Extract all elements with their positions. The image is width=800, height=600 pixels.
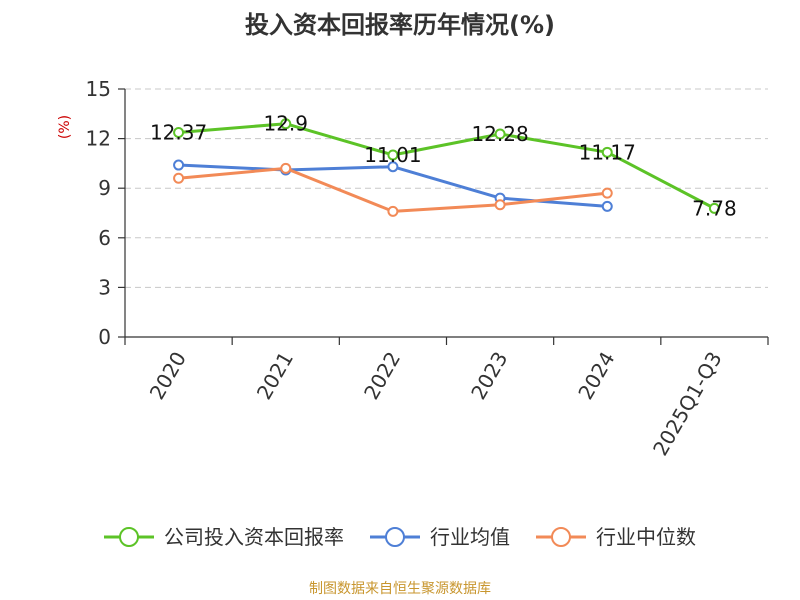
legend-marker-2 <box>551 527 571 547</box>
y-tick-label: 9 <box>98 176 111 200</box>
grid-lines <box>125 88 768 288</box>
data-label: 12.9 <box>263 112 308 136</box>
data-point-series-2-2[interactable] <box>387 205 399 217</box>
y-tick-label: 3 <box>98 275 111 299</box>
y-tick-label: 6 <box>98 226 111 250</box>
legend-label-0: 公司投入资本回报率 <box>164 525 344 549</box>
data-labels: 12.37 12.9 11.01 12.28 11.17 7.78 <box>150 112 737 221</box>
chart-title: 投入资本回报率历年情况(%) <box>245 11 555 39</box>
data-point-series-2-1[interactable] <box>280 162 292 174</box>
data-point-series-0-1[interactable] <box>280 118 292 130</box>
legend[interactable]: 公司投入资本回报率 行业均值 行业中位数 <box>104 525 696 549</box>
data-label: 12.28 <box>471 122 528 146</box>
data-point-series-2-3[interactable] <box>494 199 506 211</box>
data-point-series-0-3[interactable] <box>494 128 506 140</box>
legend-label-2: 行业中位数 <box>596 525 696 549</box>
x-tick-label: 2025Q1-Q3 <box>648 348 727 460</box>
data-label: 7.78 <box>692 196 737 220</box>
series-line-0 <box>178 122 716 210</box>
legend-marker-1 <box>385 527 405 547</box>
y-tick-label: 12 <box>86 127 111 151</box>
series-line-2 <box>178 166 608 213</box>
series-lines <box>173 118 720 217</box>
legend-marker-0 <box>119 527 139 547</box>
data-point-series-1-0[interactable] <box>173 159 185 171</box>
x-tick-label: 2024 <box>573 348 619 404</box>
data-point-series-0-5[interactable] <box>708 202 720 214</box>
data-point-series-2-0[interactable] <box>173 172 185 184</box>
legend-label-1: 行业均值 <box>430 525 510 549</box>
data-point-series-2-4[interactable] <box>601 187 613 199</box>
data-label: 11.17 <box>579 140 636 164</box>
y-tick-label: 0 <box>98 325 111 349</box>
data-point-series-1-2[interactable] <box>387 161 399 173</box>
legend-item-2[interactable]: 行业中位数 <box>536 525 696 549</box>
x-tick-label: 2021 <box>252 348 298 404</box>
source-note: 制图数据来自恒生聚源数据库 <box>309 581 491 597</box>
data-label: 11.01 <box>364 143 421 167</box>
x-tick-label: 2023 <box>466 348 512 404</box>
data-point-series-0-4[interactable] <box>601 146 613 158</box>
legend-item-0[interactable]: 公司投入资本回报率 <box>104 525 344 549</box>
legend-item-1[interactable]: 行业均值 <box>370 525 510 549</box>
x-tick-label: 2022 <box>359 348 405 404</box>
data-label: 12.37 <box>150 120 207 144</box>
data-point-series-1-4[interactable] <box>601 200 613 212</box>
y-tick-label: 15 <box>86 77 111 101</box>
data-point-series-0-2[interactable] <box>387 149 399 161</box>
y-axis-label: (%) <box>57 115 73 139</box>
axes: 0 3 6 9 12 15 2020 2021 2022 2023 2024 2025Q1-Q3 <box>86 77 769 460</box>
data-point-series-0-0[interactable] <box>173 126 185 138</box>
x-tick-label: 2020 <box>145 348 191 404</box>
